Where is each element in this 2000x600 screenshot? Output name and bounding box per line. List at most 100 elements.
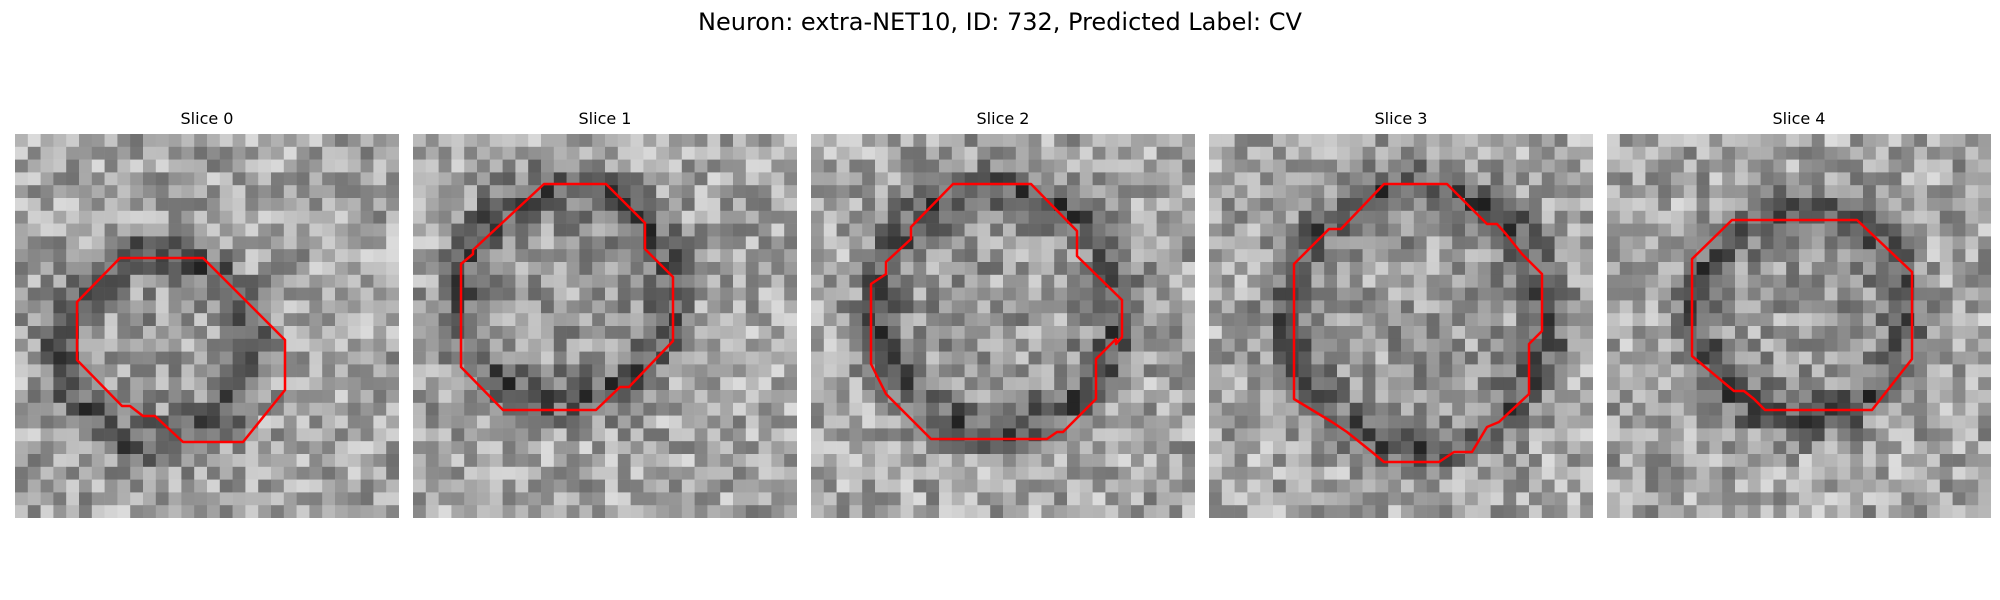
image-pixel	[27, 338, 41, 352]
image-pixel	[1465, 415, 1479, 429]
image-pixel	[1028, 466, 1042, 480]
image-pixel	[1901, 441, 1915, 455]
image-pixel	[232, 262, 246, 276]
image-pixel	[951, 505, 965, 518]
image-pixel	[1503, 479, 1517, 493]
image-pixel	[669, 492, 683, 506]
image-pixel	[1735, 351, 1749, 365]
image-pixel	[1490, 313, 1504, 327]
image-pixel	[1786, 466, 1800, 480]
image-pixel	[322, 198, 336, 212]
image-pixel	[951, 236, 965, 250]
image-pixel	[1067, 326, 1081, 340]
image-pixel	[91, 134, 105, 148]
image-pixel	[1554, 505, 1568, 518]
image-pixel	[900, 441, 914, 455]
image-pixel	[1824, 185, 1838, 199]
image-pixel	[1658, 274, 1672, 288]
image-pixel	[939, 441, 953, 455]
image-pixel	[1452, 466, 1466, 480]
image-pixel	[1118, 249, 1132, 263]
image-pixel	[1863, 428, 1877, 442]
image-pixel	[771, 428, 785, 442]
image-pixel	[707, 377, 721, 391]
image-pixel	[322, 479, 336, 493]
image-pixel	[477, 338, 491, 352]
image-pixel	[1388, 198, 1402, 212]
image-pixel	[1067, 479, 1081, 493]
image-pixel	[1182, 134, 1195, 148]
image-pixel	[489, 198, 503, 212]
image-pixel	[373, 326, 387, 340]
image-pixel	[1221, 287, 1235, 301]
image-pixel	[489, 390, 503, 404]
image-pixel	[1567, 287, 1581, 301]
image-pixel	[1658, 236, 1672, 250]
image-pixel	[875, 441, 889, 455]
image-pixel	[1965, 402, 1979, 416]
image-pixel	[347, 134, 361, 148]
image-pixel	[900, 262, 914, 276]
image-pixel	[605, 172, 619, 186]
image-pixel	[1260, 364, 1274, 378]
image-pixel	[1182, 313, 1195, 327]
image-pixel	[1811, 415, 1825, 429]
image-pixel	[1285, 402, 1299, 416]
image-pixel	[617, 274, 631, 288]
image-pixel	[1169, 300, 1183, 314]
image-pixel	[1799, 466, 1813, 480]
image-pixel	[1799, 492, 1813, 506]
image-pixel	[862, 262, 876, 276]
image-pixel	[79, 249, 93, 263]
image-pixel	[168, 134, 182, 148]
image-pixel	[1337, 377, 1351, 391]
image-pixel	[79, 390, 93, 404]
image-pixel	[464, 223, 478, 237]
image-pixel	[1607, 146, 1621, 160]
image-pixel	[1337, 159, 1351, 173]
image-pixel	[1607, 198, 1621, 212]
image-pixel	[707, 210, 721, 224]
image-pixel	[1965, 351, 1979, 365]
image-pixel	[1426, 479, 1440, 493]
image-pixel	[1182, 249, 1195, 263]
image-pixel	[1722, 505, 1736, 518]
image-pixel	[579, 172, 593, 186]
image-pixel	[1003, 338, 1017, 352]
slice-image-3	[1209, 134, 1593, 518]
image-pixel	[630, 185, 644, 199]
image-pixel	[181, 223, 195, 237]
image-pixel	[1503, 377, 1517, 391]
image-pixel	[425, 390, 439, 404]
image-pixel	[1567, 274, 1581, 288]
image-pixel	[477, 172, 491, 186]
image-pixel	[181, 441, 195, 455]
image-pixel	[1169, 198, 1183, 212]
image-pixel	[1337, 249, 1351, 263]
image-pixel	[502, 479, 516, 493]
image-pixel	[811, 236, 825, 250]
image-pixel	[977, 377, 991, 391]
image-pixel	[1658, 428, 1672, 442]
image-pixel	[913, 441, 927, 455]
image-pixel	[1965, 505, 1979, 518]
image-pixel	[464, 198, 478, 212]
image-pixel	[502, 454, 516, 468]
image-pixel	[553, 428, 567, 442]
image-pixel	[862, 428, 876, 442]
image-pixel	[528, 428, 542, 442]
image-pixel	[1298, 210, 1312, 224]
image-pixel	[322, 172, 336, 186]
image-pixel	[528, 262, 542, 276]
image-pixel	[1632, 313, 1646, 327]
image-pixel	[181, 313, 195, 327]
image-pixel	[939, 338, 953, 352]
image-pixel	[951, 185, 965, 199]
image-pixel	[1247, 185, 1261, 199]
image-pixel	[1735, 313, 1749, 327]
image-pixel	[1041, 402, 1055, 416]
image-pixel	[194, 223, 208, 237]
image-pixel	[1607, 402, 1621, 416]
image-pixel	[913, 185, 927, 199]
image-pixel	[1927, 172, 1941, 186]
